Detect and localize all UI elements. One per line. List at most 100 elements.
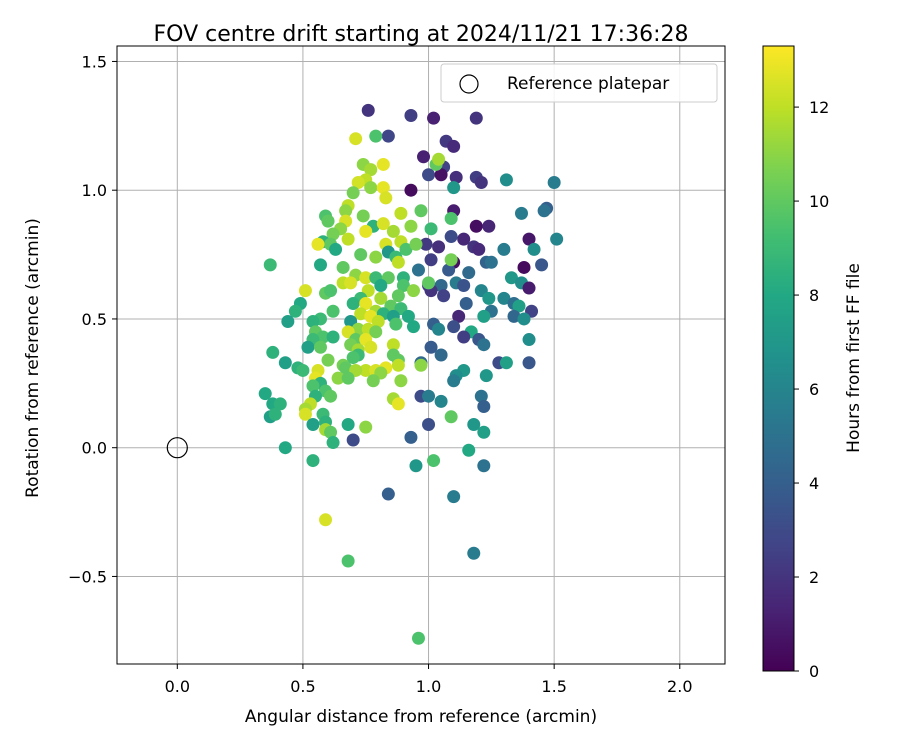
data-point — [404, 183, 418, 197]
data-point — [339, 204, 353, 218]
data-point — [447, 374, 461, 388]
data-point — [394, 374, 408, 388]
colorbar: 0 2 4 6 8 10 12 Hours from first FF file — [762, 45, 864, 681]
data-point — [447, 181, 461, 195]
data-point — [296, 363, 310, 377]
data-point — [484, 255, 498, 269]
data-point — [474, 175, 488, 189]
data-point — [404, 219, 418, 233]
data-point — [406, 284, 420, 298]
data-point — [434, 168, 448, 182]
data-point — [447, 320, 461, 334]
data-point — [467, 418, 481, 432]
reference-point — [166, 437, 188, 459]
data-point — [499, 173, 513, 187]
data-point — [422, 168, 436, 182]
data-point — [497, 242, 511, 256]
data-point — [326, 304, 340, 318]
grid — [117, 46, 725, 664]
data-point — [376, 157, 390, 171]
data-point — [427, 111, 441, 125]
data-point — [379, 191, 393, 205]
data-point — [268, 407, 282, 421]
data-point — [301, 340, 315, 354]
data-point — [401, 309, 415, 323]
data-point — [512, 299, 526, 313]
data-point — [422, 276, 436, 290]
colorbar-tick-label: 2 — [809, 568, 819, 587]
colorbar-tick-label: 4 — [809, 474, 819, 493]
data-point — [341, 232, 355, 246]
legend-box — [440, 63, 718, 103]
y-tick-label: 0.5 — [82, 310, 107, 329]
data-point — [341, 418, 355, 432]
data-point — [288, 304, 302, 318]
data-point — [354, 307, 368, 321]
data-point — [356, 209, 370, 223]
data-point — [482, 291, 496, 305]
colorbar-ticks: 0 2 4 6 8 10 12 — [794, 98, 829, 681]
data-point — [517, 312, 531, 326]
data-point — [326, 227, 340, 241]
data-point — [371, 315, 385, 329]
data-point — [522, 232, 536, 246]
data-point — [514, 206, 528, 220]
data-points — [258, 103, 564, 645]
data-point — [361, 103, 375, 117]
legend-label: Reference platepar — [507, 74, 669, 94]
data-point — [457, 278, 471, 292]
data-point — [459, 297, 473, 310]
colorbar-tick-label: 12 — [809, 98, 829, 117]
data-point — [359, 224, 373, 238]
data-point — [324, 425, 338, 439]
data-point — [314, 258, 328, 272]
data-point — [374, 278, 388, 292]
data-point — [339, 361, 353, 375]
y-axis-label: Rotation from reference (arcmin) — [23, 218, 43, 498]
plot-background — [117, 46, 725, 664]
data-point — [306, 454, 320, 468]
data-point — [550, 232, 564, 246]
colorbar-gradient — [762, 45, 795, 672]
data-point — [326, 436, 340, 450]
data-point — [419, 237, 433, 251]
data-point — [424, 222, 438, 236]
data-point — [422, 389, 436, 403]
data-point — [444, 253, 458, 267]
data-point — [467, 546, 481, 560]
data-point — [409, 237, 423, 251]
chart-title: FOV centre drift starting at 2024/11/21 … — [154, 22, 689, 47]
data-point — [462, 266, 476, 280]
data-point — [457, 232, 471, 246]
data-point — [321, 353, 335, 367]
y-axis-ticks: −0.5 0.0 0.5 1.0 1.5 — [68, 52, 117, 586]
data-point — [442, 263, 456, 277]
data-point — [324, 389, 338, 403]
colorbar-tick-label: 10 — [809, 192, 829, 211]
data-point — [522, 356, 536, 370]
reference-marker — [166, 437, 188, 459]
data-point — [331, 371, 345, 385]
data-point — [472, 242, 486, 256]
data-point — [424, 340, 438, 354]
data-point — [452, 309, 466, 323]
data-point — [381, 129, 395, 143]
data-point — [504, 271, 518, 285]
data-point — [364, 163, 378, 177]
data-point — [354, 248, 368, 262]
data-point — [344, 276, 358, 290]
data-point — [281, 315, 295, 329]
data-point — [359, 297, 373, 310]
data-point — [298, 407, 312, 421]
y-tick-label: 0.0 — [82, 439, 107, 458]
data-point — [316, 330, 330, 344]
data-point — [434, 348, 448, 362]
data-point — [424, 253, 438, 267]
data-point — [391, 397, 405, 411]
data-point — [346, 433, 360, 447]
data-point — [351, 175, 365, 189]
data-point — [306, 379, 320, 393]
data-point — [376, 181, 390, 195]
data-point — [319, 513, 333, 527]
data-point — [417, 150, 431, 164]
